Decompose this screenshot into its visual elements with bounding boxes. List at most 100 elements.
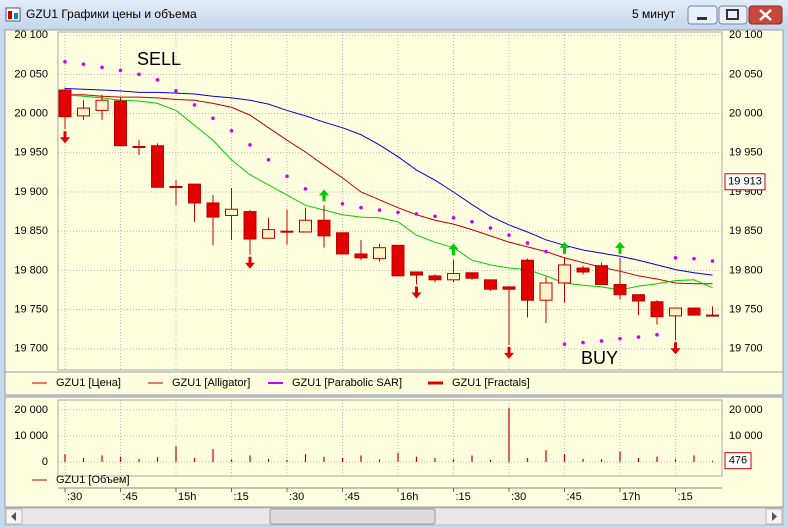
- candle-body: [706, 314, 719, 317]
- x-tick-label: :15: [456, 491, 471, 503]
- minimize-icon: [697, 17, 707, 20]
- volume-plot-area: [57, 399, 723, 477]
- sar-dot: [396, 210, 400, 215]
- volume-marker-label: 476: [729, 455, 747, 467]
- legend-label: GZU1 [Fractals]: [452, 377, 530, 389]
- candle-body: [132, 145, 146, 148]
- timeframe[interactable]: 5 минут: [632, 7, 676, 21]
- candle-body: [558, 264, 571, 284]
- sar-dot: [673, 256, 678, 260]
- y-tick-label: 19 950: [14, 147, 48, 159]
- x-tick-label: 15h: [178, 491, 196, 503]
- sar-dot: [155, 78, 160, 82]
- sar-dot: [266, 158, 271, 162]
- y-tick-label-right: 20 050: [729, 68, 763, 80]
- sar-dot: [451, 216, 456, 220]
- candle-body: [58, 89, 72, 118]
- x-tick-label: 16h: [400, 491, 418, 503]
- sar-dot: [488, 226, 493, 230]
- y-tick-label: 20 000: [14, 107, 48, 119]
- sar-dot: [710, 259, 715, 263]
- y-tick-label: 10 000: [14, 430, 48, 442]
- legend-strip: [4, 371, 784, 396]
- y-tick-label-right: 10 000: [729, 430, 763, 442]
- fractal-down: [411, 286, 422, 299]
- candle-body: [280, 230, 294, 233]
- sar-dot: [655, 332, 659, 337]
- alligator-line: [64, 94, 713, 291]
- volume-marker-box: [724, 452, 752, 470]
- candle-body: [447, 273, 460, 281]
- candle-body: [188, 183, 201, 204]
- annotation: BUY: [581, 348, 618, 368]
- sar-dot: [340, 201, 345, 206]
- sar-dot: [525, 241, 530, 245]
- fractal-down: [670, 342, 681, 355]
- candle-body: [632, 294, 645, 302]
- window-title: GZU1 Графики цены и объема: [26, 7, 197, 21]
- candle-body: [243, 211, 257, 240]
- candle-body: [299, 219, 312, 233]
- y-tick-label: 20 100: [14, 29, 48, 41]
- candle-body: [336, 232, 349, 255]
- y-tick-label: 19 700: [14, 343, 48, 355]
- sar-dot: [507, 233, 511, 237]
- y-tick-label: 20 000: [14, 404, 48, 416]
- x-tick-label: :15: [678, 491, 693, 503]
- candle-body: [151, 145, 164, 188]
- y-tick-label-right: 19 850: [729, 225, 763, 237]
- sar-dot: [174, 89, 178, 93]
- sar-dot: [359, 205, 363, 210]
- candle-body: [502, 286, 516, 290]
- price-panel: [4, 29, 784, 373]
- window-icon-part: [14, 13, 18, 19]
- minimize-button[interactable]: [687, 5, 718, 25]
- candle-body: [169, 185, 183, 188]
- candle-body: [613, 284, 627, 296]
- y-tick-label-right: 19 700: [729, 343, 763, 355]
- alligator-line: [64, 87, 713, 276]
- scroll-right-icon: [772, 512, 777, 521]
- candle-body: [77, 107, 90, 117]
- candle-body: [262, 229, 275, 239]
- sar-dot: [544, 249, 548, 254]
- sar-dot: [100, 65, 104, 70]
- sar-dot: [285, 174, 289, 179]
- fractal-up: [559, 241, 570, 254]
- fractal-down: [245, 256, 255, 269]
- candle-body: [114, 100, 127, 147]
- x-tick-label: 17h: [622, 491, 640, 503]
- candle-body: [595, 265, 608, 286]
- window-icon-part: [8, 11, 12, 19]
- candle-body: [539, 282, 553, 301]
- x-tick-label: :30: [289, 491, 304, 503]
- sar-dot: [118, 68, 123, 73]
- y-tick-label-right: 19 950: [729, 147, 763, 159]
- candle-body: [391, 244, 405, 277]
- candle-body: [317, 219, 331, 237]
- scroll-thumb[interactable]: [269, 508, 436, 525]
- fractal-up: [319, 189, 329, 202]
- candle-body: [521, 259, 534, 301]
- sar-dot: [470, 219, 474, 224]
- candle-body: [373, 247, 386, 260]
- y-tick-label: 19 850: [14, 225, 48, 237]
- candle-body: [465, 272, 479, 279]
- scroll-left-icon: [11, 512, 16, 521]
- annotation: SELL: [137, 49, 181, 69]
- sar-dot: [248, 143, 252, 147]
- candle-body: [687, 307, 701, 316]
- sar-dot: [599, 339, 604, 343]
- title-bar: [0, 0, 788, 30]
- x-tick-label: :45: [345, 491, 360, 503]
- y-tick-label-right: 20 000: [729, 404, 763, 416]
- sar-dot: [636, 335, 641, 339]
- candle-body: [354, 253, 368, 259]
- candle-body: [484, 279, 497, 290]
- maximize-button[interactable]: [718, 5, 748, 25]
- fractal-down: [60, 131, 70, 144]
- x-tick-label: :45: [567, 491, 582, 503]
- maximize-icon: [726, 9, 739, 20]
- sar-dot: [211, 116, 215, 121]
